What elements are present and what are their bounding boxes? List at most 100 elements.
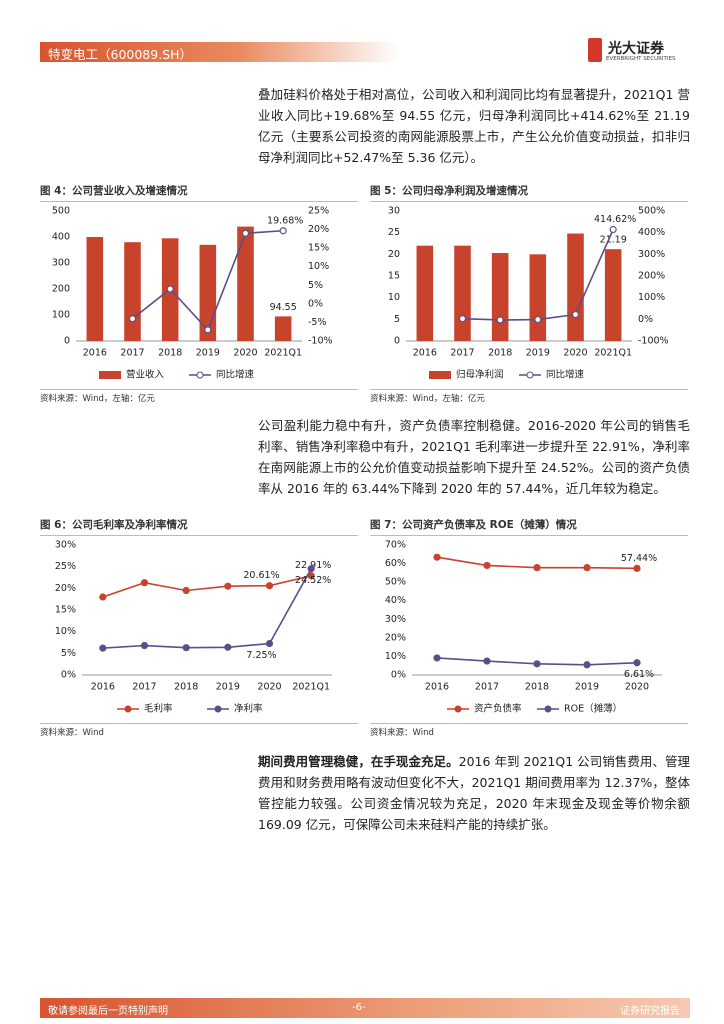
y-tick-label: 0 (64, 336, 70, 347)
x-tick-label: 2018 (174, 682, 198, 693)
y-tick-label: 0% (308, 298, 323, 309)
y-tick-label: 0% (391, 670, 406, 681)
legend-label: 同比增速 (546, 369, 585, 381)
legend-label: ROE（摊薄） (564, 703, 622, 715)
marker (307, 565, 315, 573)
bar (274, 316, 292, 341)
x-tick-label: 2017 (475, 682, 499, 693)
marker (265, 582, 274, 590)
y-tick-label: 50% (385, 577, 406, 588)
x-tick-label: 2019 (526, 348, 550, 359)
legend-marker (526, 371, 534, 379)
y-tick-label: 30% (55, 540, 76, 551)
chart-title: 图 4：公司营业收入及增速情况 (40, 183, 358, 202)
data-label: 24.52% (295, 575, 331, 586)
x-tick-label: 2018 (158, 348, 182, 359)
x-tick-label: 2016 (425, 682, 449, 693)
marker (533, 564, 541, 572)
y-tick-label: 20% (385, 632, 406, 643)
x-tick-label: 2016 (91, 682, 115, 693)
marker (583, 661, 591, 669)
line (102, 568, 312, 649)
y-tick-label: 400 (52, 232, 70, 243)
x-tick-label: 2021Q1 (292, 682, 330, 693)
marker (534, 315, 542, 324)
legend-label: 净利率 (234, 703, 263, 715)
paragraph: 叠加硅料价格处于相对高位，公司收入和利润同比均有显著提升，2021Q1 营业收入… (258, 87, 690, 165)
y-tick-label: 25 (388, 227, 400, 238)
legend-marker (214, 705, 222, 713)
y-tick-label: 300 (52, 258, 70, 269)
chart-title: 图 6：公司毛利率及净利率情况 (40, 517, 358, 536)
bar (237, 226, 254, 341)
marker (458, 315, 467, 323)
x-tick-label: 2016 (413, 348, 437, 359)
legend-label: 归母净利润 (456, 369, 504, 381)
marker (128, 315, 137, 323)
y-tick-label: 60% (385, 558, 406, 569)
marker (609, 225, 617, 234)
x-tick-label: 2017 (132, 682, 156, 693)
x-tick-label: 2020 (563, 348, 587, 359)
footer-left: 敬请参阅最后一页特别声明 (48, 1006, 168, 1017)
footer-bar (40, 998, 690, 1018)
bar (454, 245, 471, 341)
y-tick-label: 0% (638, 314, 653, 325)
chart-source: 资料来源：Wind，左轴：亿元 (40, 389, 358, 404)
y-tick-label: 25% (55, 561, 76, 572)
chart-source: 资料来源：Wind，左轴：亿元 (370, 389, 688, 404)
logo-cn: 光大证券 (608, 41, 664, 57)
x-tick-label: 2017 (120, 348, 144, 359)
legend-label: 同比增速 (216, 369, 255, 381)
marker (140, 641, 149, 650)
y-tick-label: 10% (308, 261, 329, 272)
data-label: 19.68% (267, 215, 303, 226)
marker (533, 660, 541, 668)
logo-icon (588, 38, 602, 62)
y-tick-label: 5% (61, 648, 76, 659)
bar (416, 245, 434, 341)
legend-label: 资产负债率 (474, 703, 522, 715)
data-label: 7.25% (246, 650, 276, 661)
marker (166, 285, 174, 293)
y-tick-label: 10 (388, 292, 400, 303)
bar (604, 249, 622, 341)
y-tick-label: -10% (308, 336, 333, 347)
y-tick-label: 500 (52, 206, 70, 217)
footer-page: -6- (352, 1002, 366, 1013)
y-tick-label: 400% (638, 227, 665, 238)
x-tick-label: 2021Q1 (594, 348, 632, 359)
bar (567, 233, 584, 341)
line (102, 574, 312, 598)
bar (491, 253, 509, 341)
y-tick-label: -5% (308, 317, 327, 328)
marker (583, 564, 591, 572)
y-tick-label: 5% (308, 280, 323, 291)
marker (224, 582, 232, 590)
y-tick-label: 15 (388, 271, 400, 282)
data-label: 414.62% (594, 214, 636, 225)
y-tick-label: 500% (638, 206, 665, 217)
x-tick-label: 2019 (196, 348, 220, 359)
marker (483, 561, 491, 570)
y-tick-label: 200 (52, 284, 70, 295)
bar (86, 237, 104, 341)
y-tick-label: 20% (55, 583, 76, 594)
paragraph-text: 2016 年到 2021Q1 公司销售费用、管理费用和财务费用略有波动但变化不大… (258, 754, 690, 832)
y-tick-label: 70% (385, 540, 406, 551)
y-tick-label: 40% (385, 595, 406, 606)
marker (182, 644, 190, 652)
y-tick-label: 5 (394, 314, 400, 325)
legend-swatch (429, 371, 451, 379)
bar (529, 254, 547, 341)
bar (124, 242, 141, 341)
x-tick-label: 2017 (450, 348, 474, 359)
legend-marker (454, 705, 462, 713)
legend-marker (196, 371, 204, 379)
data-label: 57.44% (621, 553, 657, 564)
header-title: 特变电工（600089.SH） (48, 47, 193, 62)
marker (204, 326, 212, 334)
footer-right: 证券研究报告 (620, 1006, 680, 1017)
y-tick-label: 30% (385, 614, 406, 625)
